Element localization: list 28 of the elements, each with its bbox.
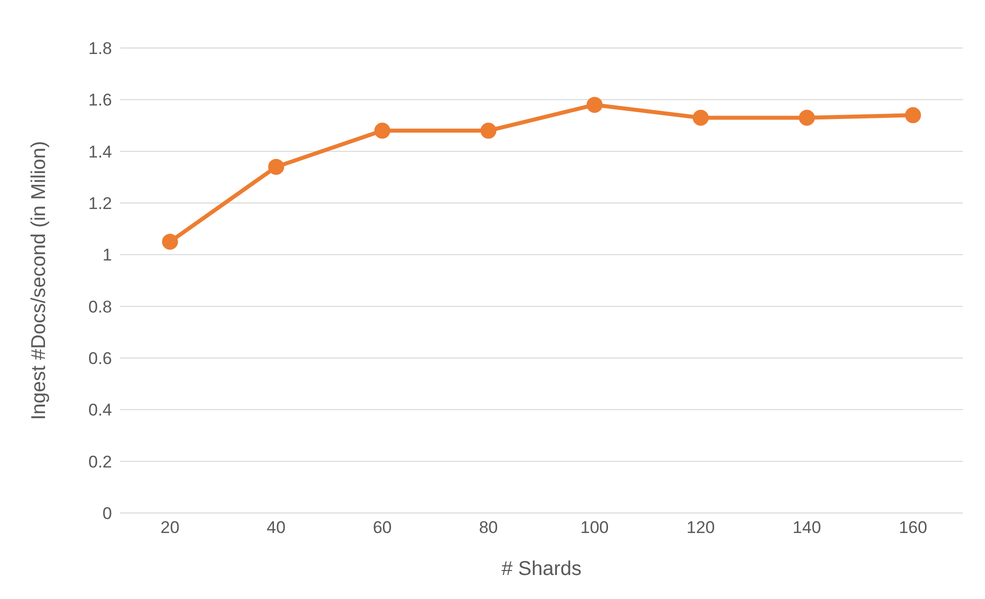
y-tick-label: 1.2 (88, 194, 112, 214)
point (374, 122, 390, 139)
x-tick-label: 40 (266, 518, 286, 538)
x-tick-label: 140 (792, 518, 822, 538)
x-tick-label: 20 (160, 518, 180, 538)
y-tick-label: 1.6 (88, 90, 112, 110)
y-tick-label: 1.8 (88, 39, 112, 58)
y-tick-label: 0 (102, 504, 112, 524)
point (905, 107, 921, 124)
point (162, 234, 178, 250)
point (586, 96, 603, 113)
y-axis-title: Ingest #Docs/second (in Milion) (28, 140, 50, 420)
point (798, 110, 815, 126)
x-tick-label: 60 (372, 518, 392, 538)
x-tick-label: 80 (478, 518, 498, 538)
y-tick-label: 1 (102, 246, 112, 265)
y-tick-label: 1.4 (88, 142, 112, 162)
point (480, 122, 496, 139)
x-tick-label: 120 (686, 518, 715, 538)
y-tick-label: 0.4 (88, 400, 112, 420)
point (268, 158, 284, 175)
y-tick-label: 0.8 (88, 297, 112, 316)
point (692, 110, 709, 126)
y-tick-label: 0.6 (88, 349, 112, 368)
x-tick-label: 100 (580, 518, 609, 538)
x-axis-title: # Shards (501, 558, 582, 580)
y-tick-label: 0.2 (88, 452, 112, 472)
x-tick-label: 160 (898, 518, 928, 538)
